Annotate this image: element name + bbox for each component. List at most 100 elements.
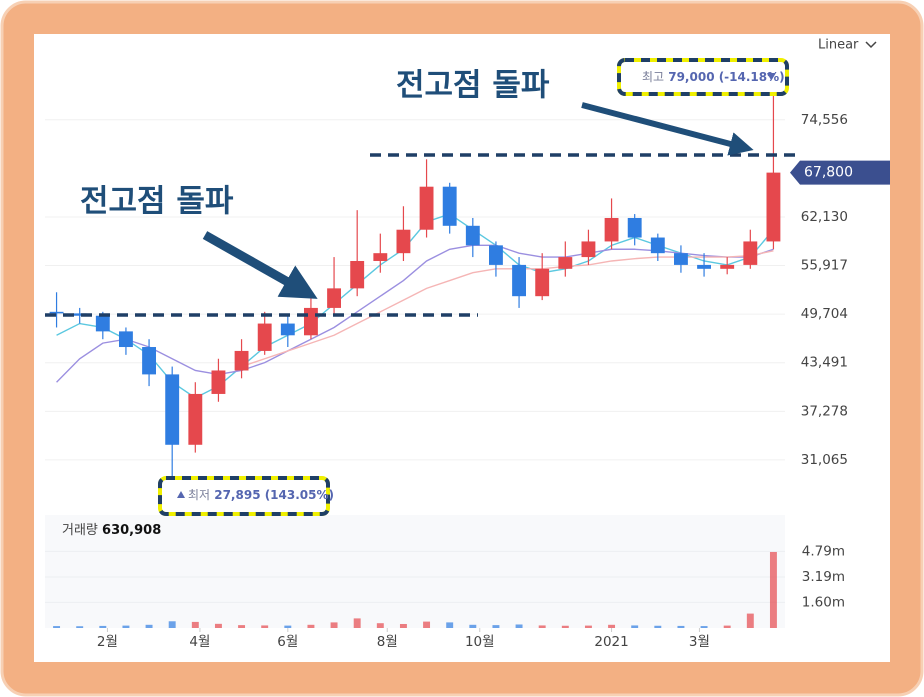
volume-bar — [515, 624, 523, 628]
volume-bar — [122, 625, 130, 628]
candle-body — [465, 225, 480, 246]
volume-bar — [168, 621, 176, 628]
volume-bar — [654, 625, 662, 628]
candle-body — [211, 370, 226, 394]
volume-bar — [561, 625, 569, 628]
candle-body — [165, 374, 180, 445]
arrow — [202, 231, 318, 299]
highlight-box — [158, 476, 330, 516]
candle-body — [419, 186, 434, 230]
candle-body — [188, 393, 203, 445]
annotation: 전고점 돌파 — [396, 68, 550, 104]
volume-bar — [214, 623, 222, 628]
candle-body — [327, 288, 341, 308]
plot: 31,065 37,278 43,491 49,704 55,917 62,130 74,5… — [45, 85, 848, 650]
x-tick-label: 2월 — [97, 634, 118, 650]
candle-body — [743, 241, 758, 265]
volume-bar — [307, 624, 315, 628]
scale-dropdown[interactable]: Linear — [818, 38, 877, 53]
volume-header: 거래량 630,908 — [62, 523, 161, 538]
volume-bar — [191, 621, 199, 628]
candle-body — [674, 253, 688, 265]
y-tick-label: 74,556 — [801, 112, 848, 128]
y-tick-label: 31,065 — [801, 452, 848, 468]
candle-body — [95, 315, 110, 332]
up-icon — [177, 491, 185, 498]
down-icon — [767, 73, 775, 80]
volume-bar — [330, 622, 338, 628]
volume-tick-label: 3.19m — [802, 569, 845, 585]
candle-body — [604, 217, 619, 242]
x-tick-label: 2021 — [594, 634, 628, 650]
chevron — [865, 41, 877, 49]
candle-body — [697, 264, 711, 269]
candle-body — [720, 264, 735, 269]
arrow — [581, 102, 754, 156]
volume-bar — [469, 624, 477, 628]
candle-body — [396, 229, 411, 254]
volume-bar — [99, 625, 107, 628]
y-tick-label: 55,917 — [801, 258, 848, 274]
x-tick-label: 6월 — [277, 634, 298, 650]
y-tick-label: 62,130 — [801, 209, 848, 225]
highlight-box — [617, 58, 789, 96]
volume-bar — [353, 618, 361, 628]
volume-bar — [284, 625, 292, 628]
volume-bar — [446, 622, 454, 628]
volume-bar — [677, 625, 685, 628]
volume-bar — [584, 625, 592, 628]
candle-body — [581, 241, 596, 258]
x-tick-label: 3월 — [689, 634, 710, 650]
volume-bar — [608, 624, 616, 628]
volume-bar — [746, 613, 754, 628]
candle-body — [280, 323, 295, 336]
candle-body — [142, 347, 156, 375]
y-tick-label: 49,704 — [801, 306, 848, 322]
candle-body — [766, 172, 781, 242]
candle-body — [49, 311, 64, 314]
volume-bar — [76, 626, 84, 628]
last-price: 67,800 — [804, 165, 853, 181]
high-mark: 최고 79,000 (-14.18%) — [642, 70, 785, 85]
volume-bar — [700, 626, 708, 628]
candle-body — [119, 331, 133, 348]
volume-bar — [769, 551, 777, 628]
last-price-tag — [790, 160, 890, 185]
volume-tick-label: 1.60m — [802, 594, 845, 610]
volume-bar — [145, 624, 153, 628]
x-tick-label: 8월 — [377, 634, 398, 650]
candle-body — [650, 237, 665, 254]
volume-bar — [538, 625, 546, 628]
volume-pane — [45, 515, 785, 628]
volume-tick-label: 4.79m — [802, 543, 845, 559]
volume-bar — [423, 621, 431, 628]
candle-body — [234, 350, 249, 371]
candle-body — [373, 253, 388, 261]
x-tick-label: 4월 — [189, 634, 210, 650]
candle-body — [350, 260, 365, 289]
candle-body — [627, 217, 642, 238]
volume-bar — [238, 625, 246, 628]
scale-mode[interactable]: Linear — [818, 38, 859, 53]
candle-body — [442, 186, 457, 226]
candle-body — [558, 257, 573, 269]
candle-body — [72, 313, 87, 316]
candle-body — [512, 264, 526, 297]
low-mark: 최저 27,895 (143.05%) — [188, 488, 334, 503]
candle-body — [535, 268, 550, 297]
annotation: 전고점 돌파 — [80, 184, 234, 220]
candle-body — [257, 323, 272, 351]
volume-bar — [723, 625, 731, 628]
volume-bar — [261, 625, 269, 628]
candle-body — [304, 307, 318, 336]
volume-bar — [492, 625, 500, 628]
y-tick-label: 37,278 — [801, 403, 848, 419]
volume-bar — [376, 623, 384, 628]
volume-bar — [53, 626, 61, 628]
candle-body — [489, 245, 503, 265]
volume-bar — [399, 623, 407, 628]
x-tick-label: 10월 — [465, 634, 495, 650]
volume-bar — [631, 625, 639, 628]
y-tick-label: 43,491 — [801, 355, 848, 371]
